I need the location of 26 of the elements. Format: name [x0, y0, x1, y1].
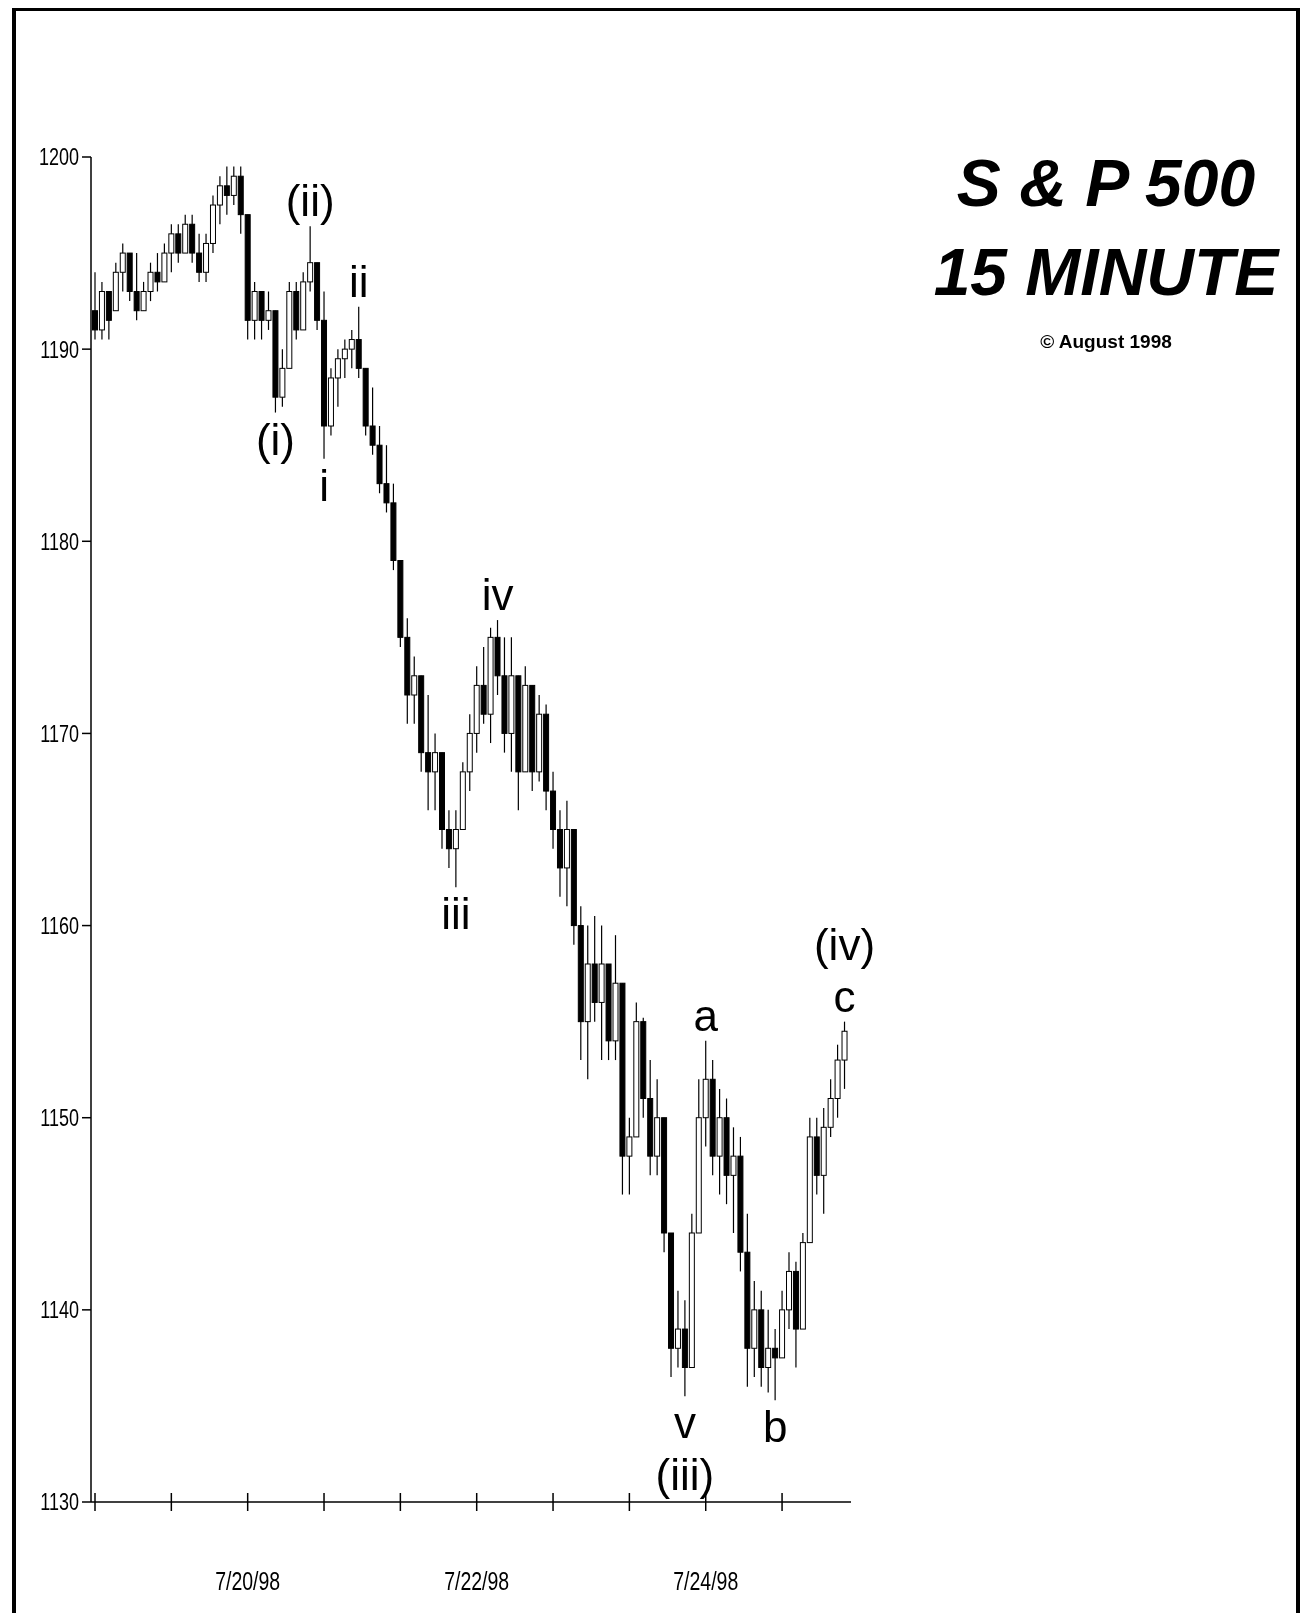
- annotation: a: [693, 990, 719, 1040]
- annotation: (iv): [813, 919, 876, 969]
- annotation: v: [673, 1398, 696, 1448]
- annotation: iii: [441, 889, 471, 939]
- y-tick-label: 1190: [40, 336, 79, 363]
- annotation: (i): [255, 414, 295, 464]
- annotation: i: [319, 460, 329, 510]
- annotation: ii: [348, 256, 369, 306]
- annotation: b: [762, 1402, 788, 1452]
- y-tick-label: 1160: [40, 912, 79, 939]
- text: © August 1998: [1040, 331, 1172, 352]
- y-tick-label: 1130: [40, 1488, 79, 1515]
- x-tick-label: 7/22/98: [444, 1566, 510, 1596]
- y-tick-label: 1200: [38, 143, 79, 170]
- y-tick-label: 1140: [40, 1296, 79, 1323]
- text: S & P 500: [956, 146, 1256, 220]
- x-tick-label: 7/20/98: [215, 1566, 281, 1596]
- annotation: iv: [481, 570, 514, 620]
- x-tick-label: 7/24/98: [673, 1566, 739, 1596]
- annotation: (iii): [655, 1450, 715, 1500]
- y-tick-label: 1150: [40, 1104, 79, 1131]
- text: 15 MINUTE: [933, 235, 1281, 309]
- annotation: (ii): [285, 176, 335, 226]
- annotation: c: [833, 971, 856, 1021]
- y-tick-label: 1180: [40, 528, 79, 555]
- y-tick-label: 1170: [40, 720, 79, 747]
